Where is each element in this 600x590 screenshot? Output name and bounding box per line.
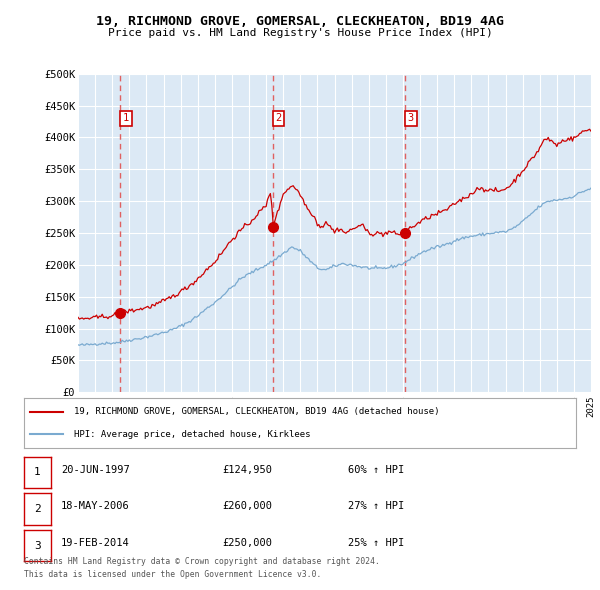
Text: 18-MAY-2006: 18-MAY-2006 [61, 502, 130, 511]
Text: 1: 1 [34, 467, 41, 477]
Text: 3: 3 [407, 113, 414, 123]
Text: 19, RICHMOND GROVE, GOMERSAL, CLECKHEATON, BD19 4AG: 19, RICHMOND GROVE, GOMERSAL, CLECKHEATO… [96, 15, 504, 28]
Text: Price paid vs. HM Land Registry's House Price Index (HPI): Price paid vs. HM Land Registry's House … [107, 28, 493, 38]
Text: 19-FEB-2014: 19-FEB-2014 [61, 538, 130, 548]
Text: Contains HM Land Registry data © Crown copyright and database right 2024.: Contains HM Land Registry data © Crown c… [24, 557, 380, 566]
Text: 27% ↑ HPI: 27% ↑ HPI [348, 502, 404, 511]
Text: This data is licensed under the Open Government Licence v3.0.: This data is licensed under the Open Gov… [24, 570, 322, 579]
Text: £124,950: £124,950 [222, 465, 272, 474]
Text: HPI: Average price, detached house, Kirklees: HPI: Average price, detached house, Kirk… [74, 430, 310, 439]
Text: 2: 2 [34, 504, 41, 514]
Text: £260,000: £260,000 [222, 502, 272, 511]
Text: 2: 2 [275, 113, 281, 123]
Text: £250,000: £250,000 [222, 538, 272, 548]
Text: 20-JUN-1997: 20-JUN-1997 [61, 465, 130, 474]
Text: 3: 3 [34, 540, 41, 550]
Text: 1: 1 [123, 113, 129, 123]
Text: 60% ↑ HPI: 60% ↑ HPI [348, 465, 404, 474]
Text: 19, RICHMOND GROVE, GOMERSAL, CLECKHEATON, BD19 4AG (detached house): 19, RICHMOND GROVE, GOMERSAL, CLECKHEATO… [74, 407, 439, 417]
Text: 25% ↑ HPI: 25% ↑ HPI [348, 538, 404, 548]
